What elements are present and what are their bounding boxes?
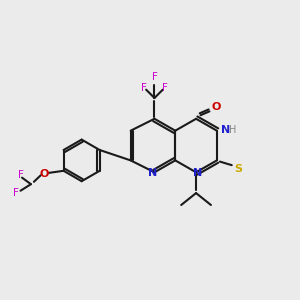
Text: F: F bbox=[141, 82, 147, 93]
Text: O: O bbox=[211, 102, 221, 112]
Text: F: F bbox=[162, 82, 168, 93]
Text: N: N bbox=[148, 168, 158, 178]
Text: S: S bbox=[235, 164, 243, 174]
Text: F: F bbox=[152, 72, 158, 82]
Text: N: N bbox=[220, 125, 230, 135]
Text: H: H bbox=[229, 125, 236, 135]
Text: N: N bbox=[193, 168, 202, 178]
Text: O: O bbox=[39, 169, 48, 179]
Text: F: F bbox=[18, 170, 23, 180]
Text: F: F bbox=[13, 188, 19, 198]
